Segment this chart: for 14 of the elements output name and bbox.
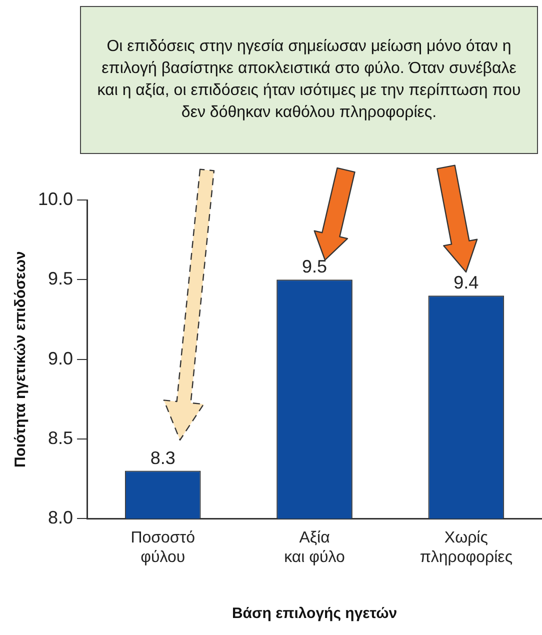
y-tick-label: 10.0 [38, 188, 74, 209]
text: Οι επιδόσεις στην ηγεσία σημείωσαν μείωση μόνο όταν η επιλογή βασίστηκε αποκλειστικά στο φύλο. Όταν συνέβαλε και η αξία, οι επιδόσεις ήταν ισότιμες με την περίπτωση που δεν δόθηκαν καθόλου πληροφορίες. [80, 6, 538, 154]
y-tick-label: 8.0 [48, 508, 74, 528]
data-label: 9.4 [454, 272, 479, 293]
x-axis-title: Βάση επιλογής ηγετών [232, 605, 398, 622]
x-tick-label: Χωρίς πληροφορίες [420, 530, 513, 566]
y-tick-label: 9.0 [48, 348, 74, 368]
y-tick-label: 8.5 [48, 428, 74, 448]
y-axis-title: Ποιότητα ηγετικών επιδόσεων [12, 251, 30, 468]
x-tick-label: Αξία και φύλο [284, 530, 346, 566]
x-tick-label: Ποσοστό φύλου [130, 530, 196, 566]
y-tick-label: 9.5 [48, 268, 74, 289]
data-label: 9.5 [302, 256, 328, 277]
data-label: 8.3 [150, 448, 176, 468]
